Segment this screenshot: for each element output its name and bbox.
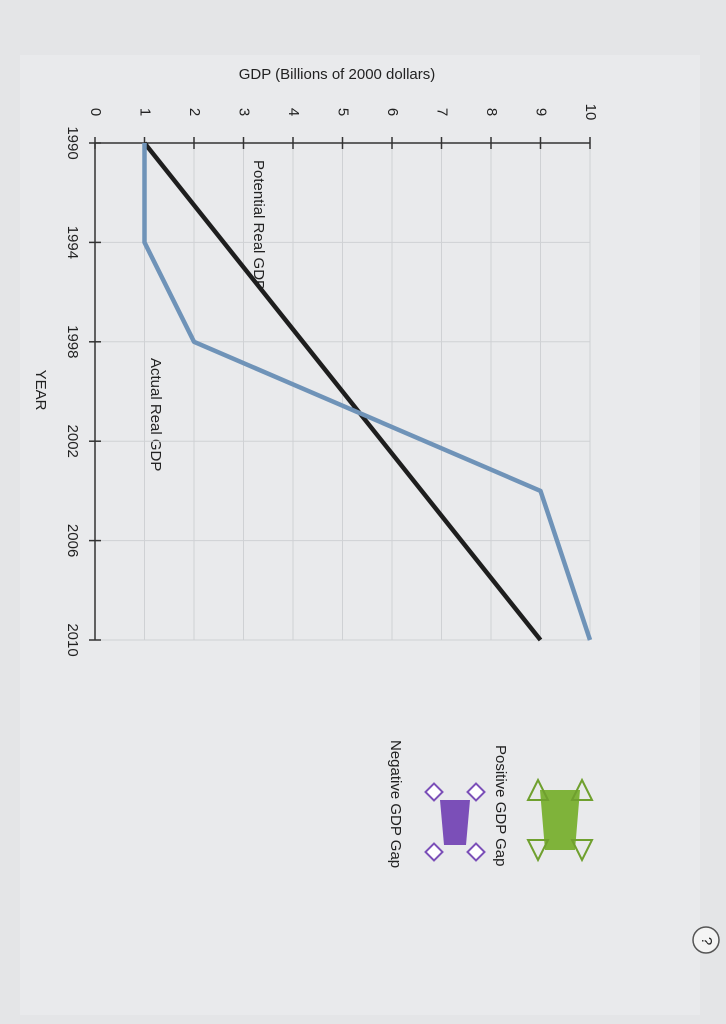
y-tick-label: 8 — [483, 108, 500, 116]
series-line — [142, 141, 543, 642]
series-line — [142, 143, 593, 641]
help-label[interactable]: ? — [698, 937, 715, 945]
negative-gap-tool[interactable]: Negative GDP Gap — [387, 740, 486, 868]
y-tick-label: 3 — [236, 108, 253, 116]
y-tick-label: 1 — [137, 108, 154, 116]
x-tick-label: 1990 — [64, 126, 81, 159]
y-tick-label: 9 — [533, 108, 550, 116]
x-tick-label: 2002 — [64, 425, 81, 458]
tool-icon[interactable] — [440, 800, 470, 845]
annotation: Actual Real GDP — [147, 358, 164, 471]
y-tick-label: 4 — [285, 108, 302, 116]
y-tick-label: 10 — [582, 104, 599, 121]
positive-gap-tool[interactable]: Positive GDP Gap — [492, 745, 594, 866]
y-tick-label: 7 — [434, 108, 451, 116]
x-tick-label: 1994 — [64, 226, 81, 259]
tool-label[interactable]: Negative GDP Gap — [387, 740, 404, 868]
tool-handle[interactable] — [570, 839, 594, 863]
tool-icon[interactable] — [540, 790, 580, 850]
tool-handle[interactable] — [526, 777, 550, 801]
help-button[interactable]: ? — [692, 926, 720, 954]
x-axis-title: YEAR — [32, 370, 49, 411]
y-tick-label: 2 — [186, 108, 203, 116]
y-axis-title: GDP (Billions of 2000 dollars) — [239, 66, 435, 83]
tool-handle[interactable] — [466, 842, 486, 862]
tool-label[interactable]: Positive GDP Gap — [492, 745, 509, 866]
panel — [20, 55, 700, 1015]
y-tick-label: 6 — [384, 108, 401, 116]
y-tick-label: 5 — [335, 108, 352, 116]
x-tick-label: 2006 — [64, 524, 81, 557]
tool-handle[interactable] — [424, 782, 444, 802]
tool-handle[interactable] — [424, 842, 444, 862]
tool-handle[interactable] — [466, 782, 486, 802]
x-tick-label: 1998 — [64, 325, 81, 358]
x-tick-label: 2010 — [64, 623, 81, 656]
annotation: Potential Real GDP — [250, 160, 267, 290]
help-circle[interactable] — [692, 926, 720, 954]
tool-handle[interactable] — [526, 839, 550, 863]
tool-handle[interactable] — [570, 777, 594, 801]
y-tick-label: 0 — [87, 108, 104, 116]
